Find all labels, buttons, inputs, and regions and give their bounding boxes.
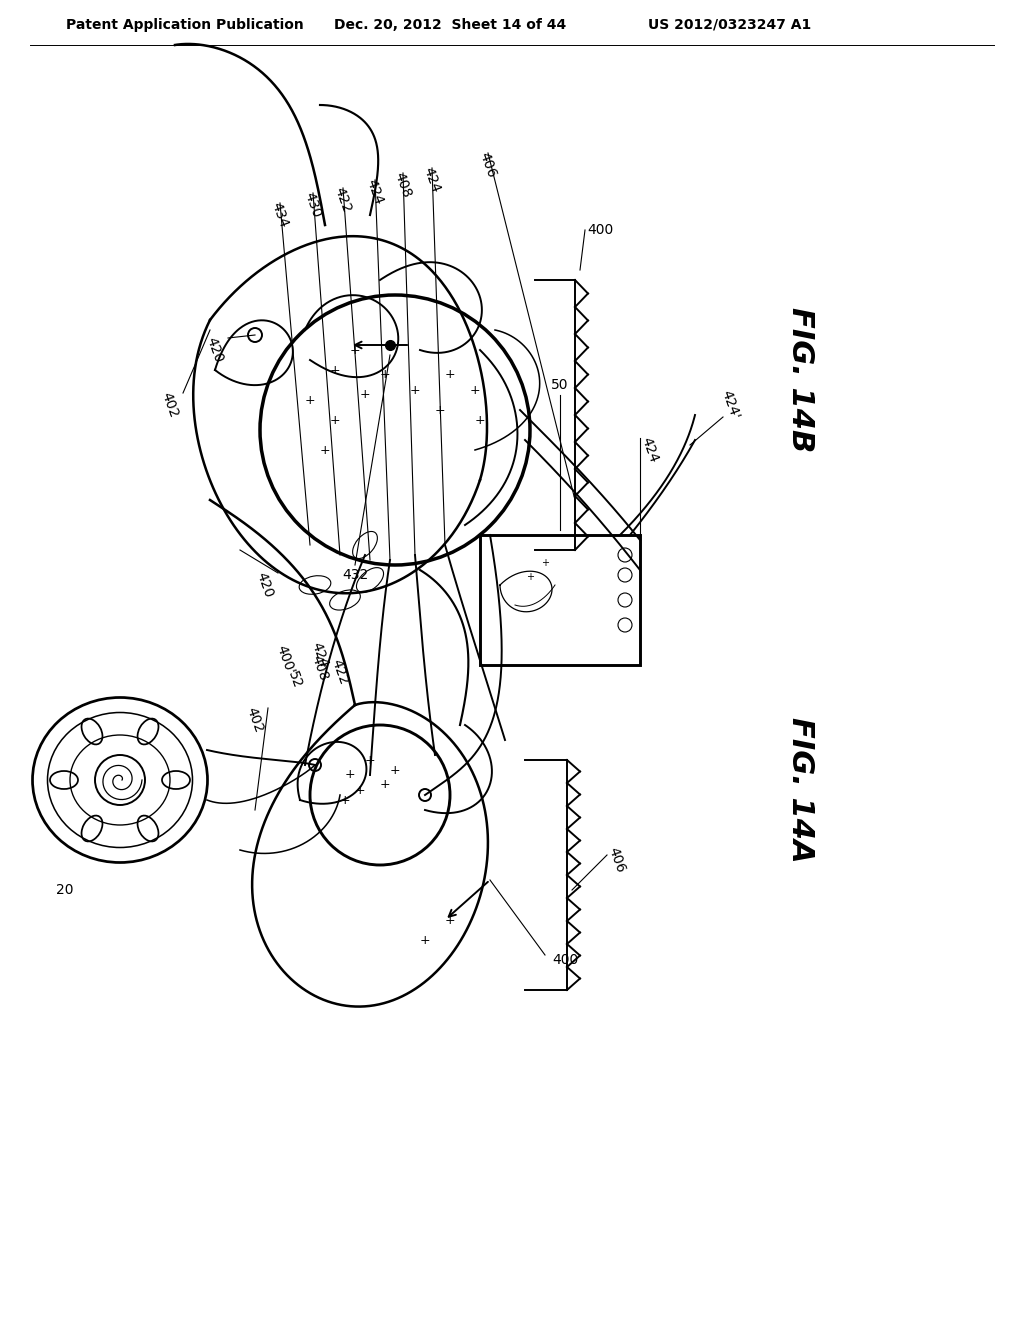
Text: 424: 424 (364, 177, 386, 207)
Text: 408: 408 (309, 653, 331, 682)
Text: +: + (349, 343, 360, 356)
Text: 402: 402 (244, 705, 266, 735)
Text: +: + (390, 763, 400, 776)
Bar (480, 535, 640, 665)
Text: +: + (330, 413, 340, 426)
Text: +: + (319, 444, 331, 457)
Text: 424: 424 (639, 436, 662, 465)
Text: 424: 424 (421, 165, 443, 195)
Text: +: + (475, 413, 485, 426)
Text: +: + (526, 572, 534, 582)
Text: 432: 432 (342, 568, 368, 582)
Text: +: + (410, 384, 420, 396)
Text: 424: 424 (309, 640, 331, 669)
Text: 422: 422 (332, 185, 354, 215)
Text: 400: 400 (552, 953, 579, 968)
Text: 424': 424' (718, 388, 741, 421)
Text: +: + (345, 768, 355, 781)
Text: 52: 52 (286, 669, 304, 690)
Text: 20: 20 (56, 883, 74, 898)
Text: 50: 50 (551, 378, 568, 392)
Text: FIG. 14A: FIG. 14A (785, 717, 814, 863)
Text: +: + (444, 913, 456, 927)
Text: +: + (305, 393, 315, 407)
Text: +: + (470, 384, 480, 396)
Text: +: + (420, 933, 430, 946)
Text: 420: 420 (204, 335, 226, 364)
Text: 408: 408 (392, 170, 414, 199)
Text: Patent Application Publication: Patent Application Publication (67, 18, 304, 32)
Text: 400': 400' (273, 643, 297, 677)
Text: +: + (330, 363, 340, 376)
Text: +: + (359, 388, 371, 401)
Text: 406: 406 (606, 845, 628, 875)
Text: 434: 434 (269, 201, 291, 230)
Text: 402: 402 (159, 391, 181, 420)
Text: +: + (434, 404, 445, 417)
Text: 422: 422 (329, 657, 351, 686)
Text: Dec. 20, 2012  Sheet 14 of 44: Dec. 20, 2012 Sheet 14 of 44 (334, 18, 566, 32)
Text: +: + (444, 368, 456, 381)
Text: 430: 430 (302, 190, 324, 219)
Text: +: + (380, 779, 390, 792)
Text: 400: 400 (587, 223, 613, 238)
Text: 420: 420 (254, 570, 276, 599)
Text: FIG. 14B: FIG. 14B (785, 308, 814, 453)
Text: +: + (365, 754, 376, 767)
Text: +: + (354, 784, 366, 796)
Text: US 2012/0323247 A1: US 2012/0323247 A1 (648, 18, 812, 32)
Text: +: + (380, 368, 390, 381)
Text: +: + (541, 558, 549, 568)
Text: +: + (340, 793, 350, 807)
Text: 406: 406 (477, 150, 499, 180)
